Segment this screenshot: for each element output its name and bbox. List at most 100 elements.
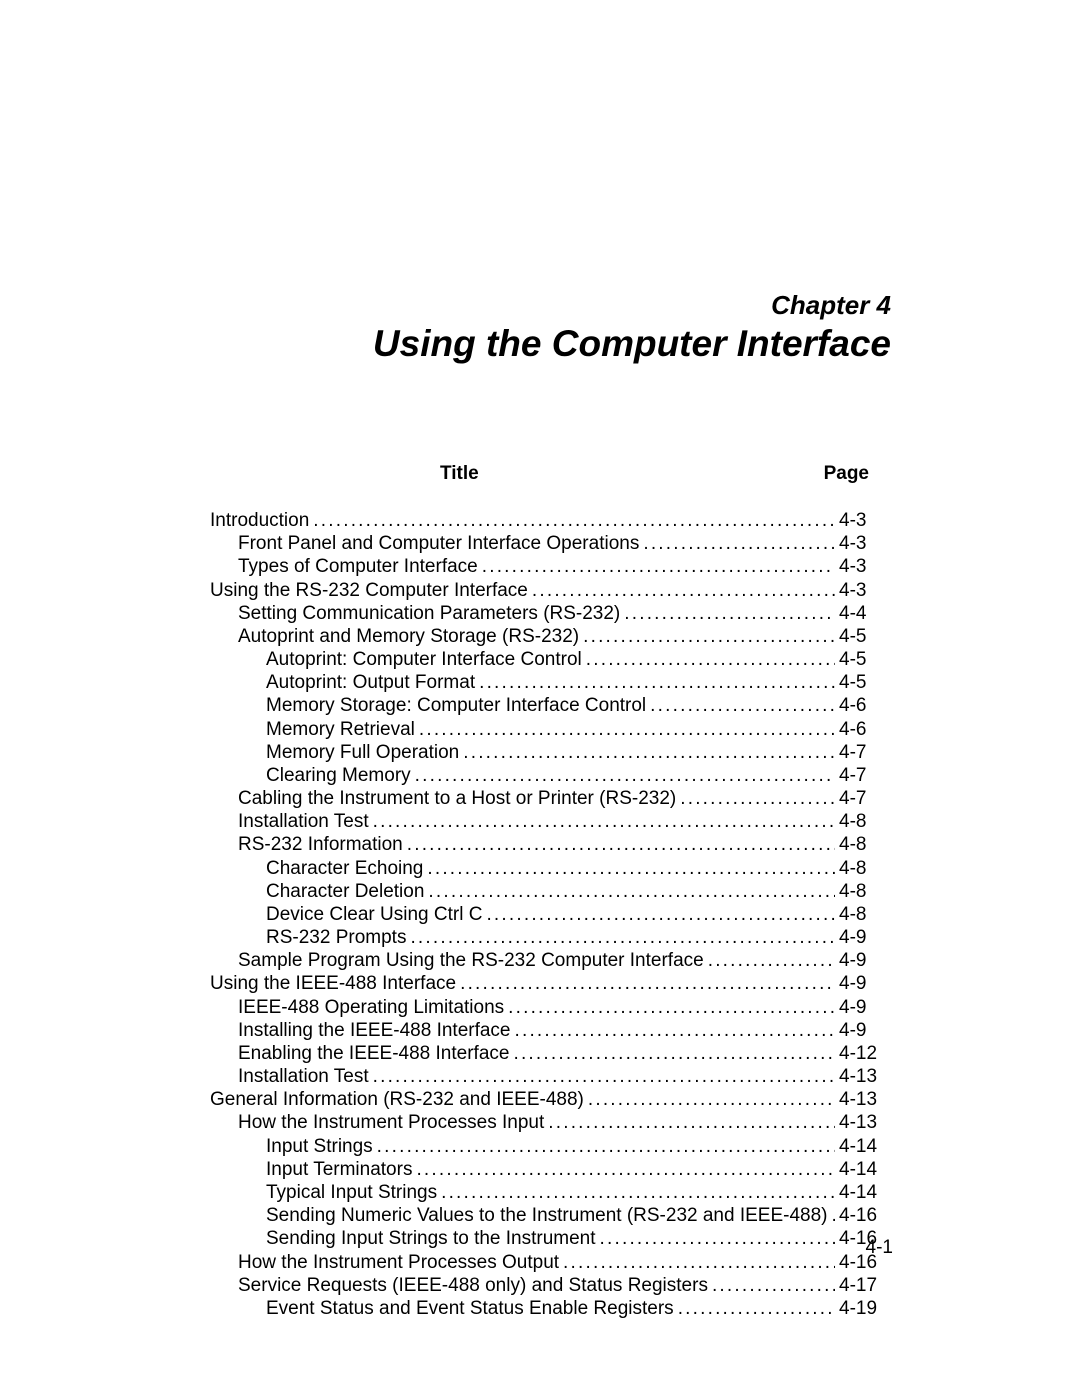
toc-row: Device Clear Using Ctrl C 4-8: [210, 903, 893, 926]
toc-entry-page: 4-7: [839, 741, 893, 764]
toc-row: Memory Storage: Computer Interface Contr…: [210, 694, 893, 717]
toc-row: Setting Communication Parameters (RS-232…: [210, 602, 893, 625]
toc-entry-page: 4-9: [839, 949, 893, 972]
toc-entry-page: 4-5: [839, 648, 893, 671]
toc-leader-dots: [463, 741, 835, 764]
toc-entry-title: Event Status and Event Status Enable Reg…: [266, 1297, 674, 1320]
toc-entry-title: Character Deletion: [266, 880, 424, 903]
toc-entry-title: How the Instrument Processes Output: [238, 1251, 559, 1274]
toc-row: Autoprint: Computer Interface Control 4-…: [210, 648, 893, 671]
toc-row: Event Status and Event Status Enable Reg…: [210, 1297, 893, 1320]
toc-entry-page: 4-9: [839, 972, 893, 995]
toc-row: Sending Numeric Values to the Instrument…: [210, 1204, 893, 1227]
toc-entry-title: Sample Program Using the RS-232 Computer…: [238, 949, 704, 972]
toc-column-headers: Title Page: [210, 463, 893, 485]
toc-leader-dots: [624, 602, 835, 625]
toc-entry-page: 4-5: [839, 625, 893, 648]
toc-leader-dots: [377, 1135, 835, 1158]
toc-entry-title: Sending Numeric Values to the Instrument…: [266, 1204, 828, 1227]
toc-row: Installation Test 4-13: [210, 1065, 893, 1088]
toc-entry-title: Using the RS-232 Computer Interface: [210, 579, 528, 602]
toc-row: Input Strings 4-14: [210, 1135, 893, 1158]
toc-row: Memory Retrieval 4-6: [210, 718, 893, 741]
toc-entry-title: Input Terminators: [266, 1158, 412, 1181]
document-page: Chapter 4 Using the Computer Interface T…: [0, 0, 1080, 1397]
toc-entry-title: How the Instrument Processes Input: [238, 1111, 544, 1134]
toc-entry-title: Character Echoing: [266, 857, 423, 880]
toc-row: Input Terminators 4-14: [210, 1158, 893, 1181]
toc-entry-title: Setting Communication Parameters (RS-232…: [238, 602, 620, 625]
toc-row: Installing the IEEE-488 Interface 4-9: [210, 1019, 893, 1042]
toc-entry-title: General Information (RS-232 and IEEE-488…: [210, 1088, 584, 1111]
toc-leader-dots: [515, 1019, 836, 1042]
toc-entry-page: 4-3: [839, 555, 893, 578]
toc-entry-title: Introduction: [210, 509, 309, 532]
toc-row: Service Requests (IEEE-488 only) and Sta…: [210, 1274, 893, 1297]
toc-leader-dots: [460, 972, 835, 995]
toc-entry-page: 4-8: [839, 880, 893, 903]
toc-entry-page: 4-3: [839, 509, 893, 532]
toc-entry-page: 4-9: [839, 996, 893, 1019]
toc-leader-dots: [479, 671, 835, 694]
toc-entry-title: Memory Storage: Computer Interface Contr…: [266, 694, 646, 717]
toc-leader-dots: [532, 579, 835, 602]
toc-row: Front Panel and Computer Interface Opera…: [210, 532, 893, 555]
toc-entry-page: 4-17: [839, 1274, 893, 1297]
toc-leader-dots: [415, 764, 835, 787]
toc-leader-dots: [643, 532, 835, 555]
toc-entry-page: 4-14: [839, 1181, 893, 1204]
toc-leader-dots: [373, 1065, 835, 1088]
toc-entry-page: 4-8: [839, 810, 893, 833]
toc-entry-page: 4-13: [839, 1111, 893, 1134]
toc-leader-dots: [427, 857, 835, 880]
toc-row: Introduction 4-3: [210, 509, 893, 532]
toc-leader-dots: [513, 1042, 835, 1065]
toc-row: Typical Input Strings 4-14: [210, 1181, 893, 1204]
toc-row: Sending Input Strings to the Instrument …: [210, 1227, 893, 1250]
toc-row: Autoprint and Memory Storage (RS-232) 4-…: [210, 625, 893, 648]
toc-entry-page: 4-8: [839, 903, 893, 926]
toc-entry-title: RS-232 Information: [238, 833, 403, 856]
toc-entry-page: 4-19: [839, 1297, 893, 1320]
toc-row: Character Deletion 4-8: [210, 880, 893, 903]
toc-entry-title: Enabling the IEEE-488 Interface: [238, 1042, 509, 1065]
toc-leader-dots: [680, 787, 835, 810]
toc-leader-dots: [586, 648, 835, 671]
toc-entry-title: Autoprint: Output Format: [266, 671, 475, 694]
toc-leader-dots: [600, 1227, 835, 1250]
toc-leader-dots: [419, 718, 835, 741]
toc-row: RS-232 Prompts 4-9: [210, 926, 893, 949]
chapter-label: Chapter 4: [210, 290, 891, 321]
toc-row: Cabling the Instrument to a Host or Prin…: [210, 787, 893, 810]
toc-entry-page: 4-3: [839, 579, 893, 602]
toc-leader-dots: [441, 1181, 835, 1204]
chapter-title: Using the Computer Interface: [210, 323, 891, 365]
toc-row: Clearing Memory 4-7: [210, 764, 893, 787]
table-of-contents: Introduction 4-3Front Panel and Computer…: [210, 509, 893, 1320]
toc-row: Enabling the IEEE-488 Interface 4-12: [210, 1042, 893, 1065]
toc-entry-title: Autoprint: Computer Interface Control: [266, 648, 582, 671]
toc-entry-page: 4-9: [839, 926, 893, 949]
toc-header-title: Title: [440, 463, 479, 485]
toc-leader-dots: [708, 949, 835, 972]
toc-entry-title: Device Clear Using Ctrl C: [266, 903, 482, 926]
toc-entry-title: Typical Input Strings: [266, 1181, 437, 1204]
toc-entry-page: 4-8: [839, 857, 893, 880]
toc-entry-page: 4-12: [839, 1042, 893, 1065]
toc-entry-page: 4-7: [839, 764, 893, 787]
toc-entry-page: 4-5: [839, 671, 893, 694]
toc-entry-page: 4-6: [839, 718, 893, 741]
toc-entry-title: RS-232 Prompts: [266, 926, 406, 949]
toc-entry-page: 4-7: [839, 787, 893, 810]
toc-entry-page: 4-14: [839, 1135, 893, 1158]
toc-leader-dots: [588, 1088, 835, 1111]
toc-leader-dots: [563, 1251, 835, 1274]
toc-entry-title: Cabling the Instrument to a Host or Prin…: [238, 787, 676, 810]
toc-leader-dots: [678, 1297, 835, 1320]
toc-entry-title: Installing the IEEE-488 Interface: [238, 1019, 511, 1042]
toc-entry-title: Using the IEEE-488 Interface: [210, 972, 456, 995]
toc-leader-dots: [482, 555, 835, 578]
toc-leader-dots: [548, 1111, 835, 1134]
toc-leader-dots: [508, 996, 835, 1019]
toc-entry-title: Types of Computer Interface: [238, 555, 478, 578]
